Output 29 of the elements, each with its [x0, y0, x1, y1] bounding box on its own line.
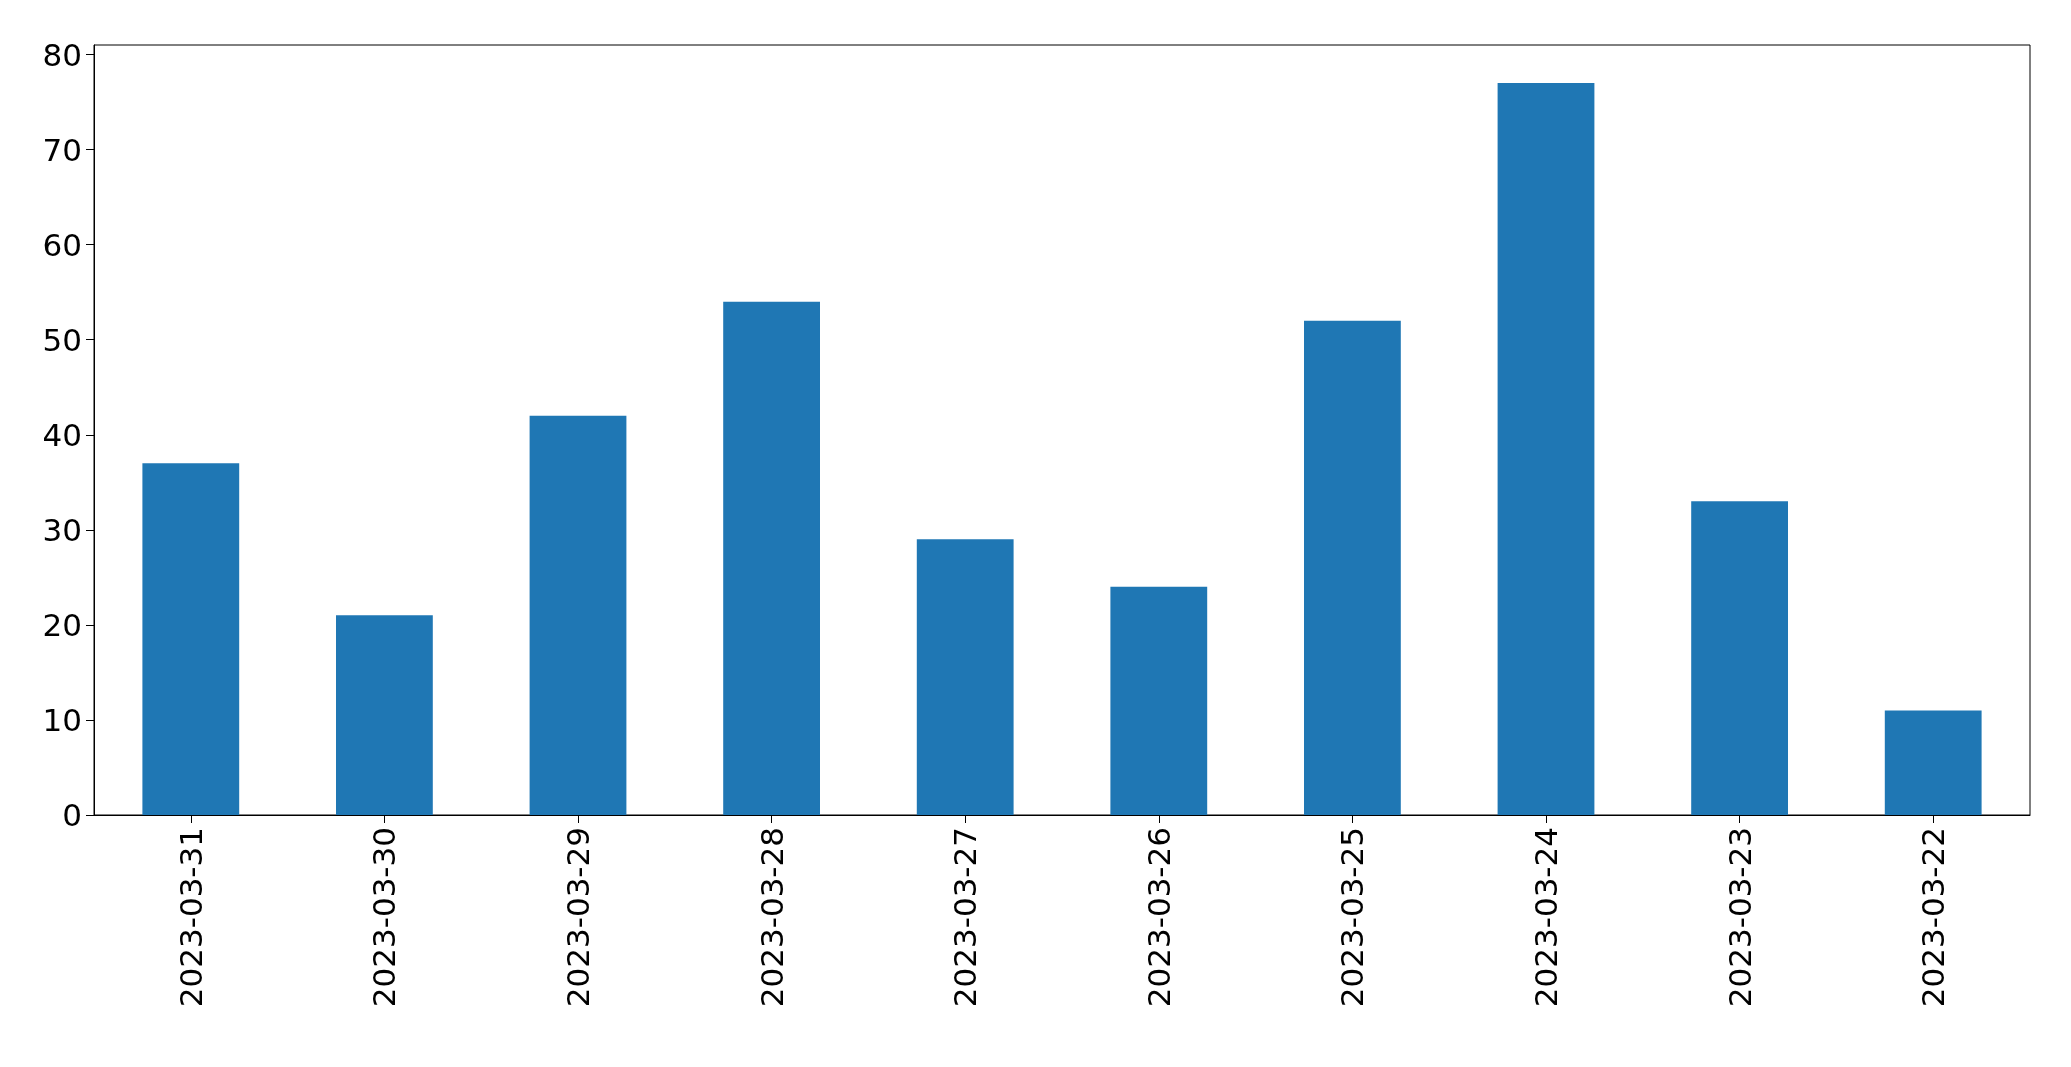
y-tick-label: 20	[42, 606, 82, 643]
x-tick-label: 2023-03-29	[560, 827, 596, 1008]
x-tick-label: 2023-03-22	[1915, 827, 1952, 1008]
x-tick-label: 2023-03-25	[1334, 827, 1371, 1008]
bar	[916, 539, 1014, 815]
bar	[1691, 501, 1788, 815]
x-tick-label: 2023-03-30	[366, 827, 403, 1008]
x-tick-label: 2023-03-27	[947, 827, 984, 1008]
y-tick-label: 30	[42, 511, 82, 548]
y-tick-label: 0	[62, 797, 82, 833]
bar	[529, 415, 627, 815]
x-tick-label: 2023-03-24	[1528, 827, 1564, 1008]
x-tick-label: 2023-03-28	[753, 827, 790, 1008]
y-tick-label: 70	[42, 131, 82, 168]
bar	[1110, 586, 1208, 815]
x-tick-label: 2023-03-26	[1140, 827, 1177, 1008]
bar	[1884, 710, 1982, 815]
y-tick-label: 50	[42, 321, 82, 358]
y-tick-label: 80	[42, 36, 82, 73]
bar	[142, 463, 240, 815]
x-tick-label: 2023-03-23	[1721, 827, 1758, 1008]
bar	[723, 301, 820, 815]
x-tick-label: 2023-03-31	[172, 827, 209, 1008]
bar	[1497, 83, 1595, 815]
bar	[336, 615, 433, 815]
bar	[1304, 320, 1401, 815]
y-tick-label: 40	[42, 416, 82, 453]
y-tick-label: 60	[42, 226, 82, 263]
y-tick-label: 10	[42, 701, 82, 738]
